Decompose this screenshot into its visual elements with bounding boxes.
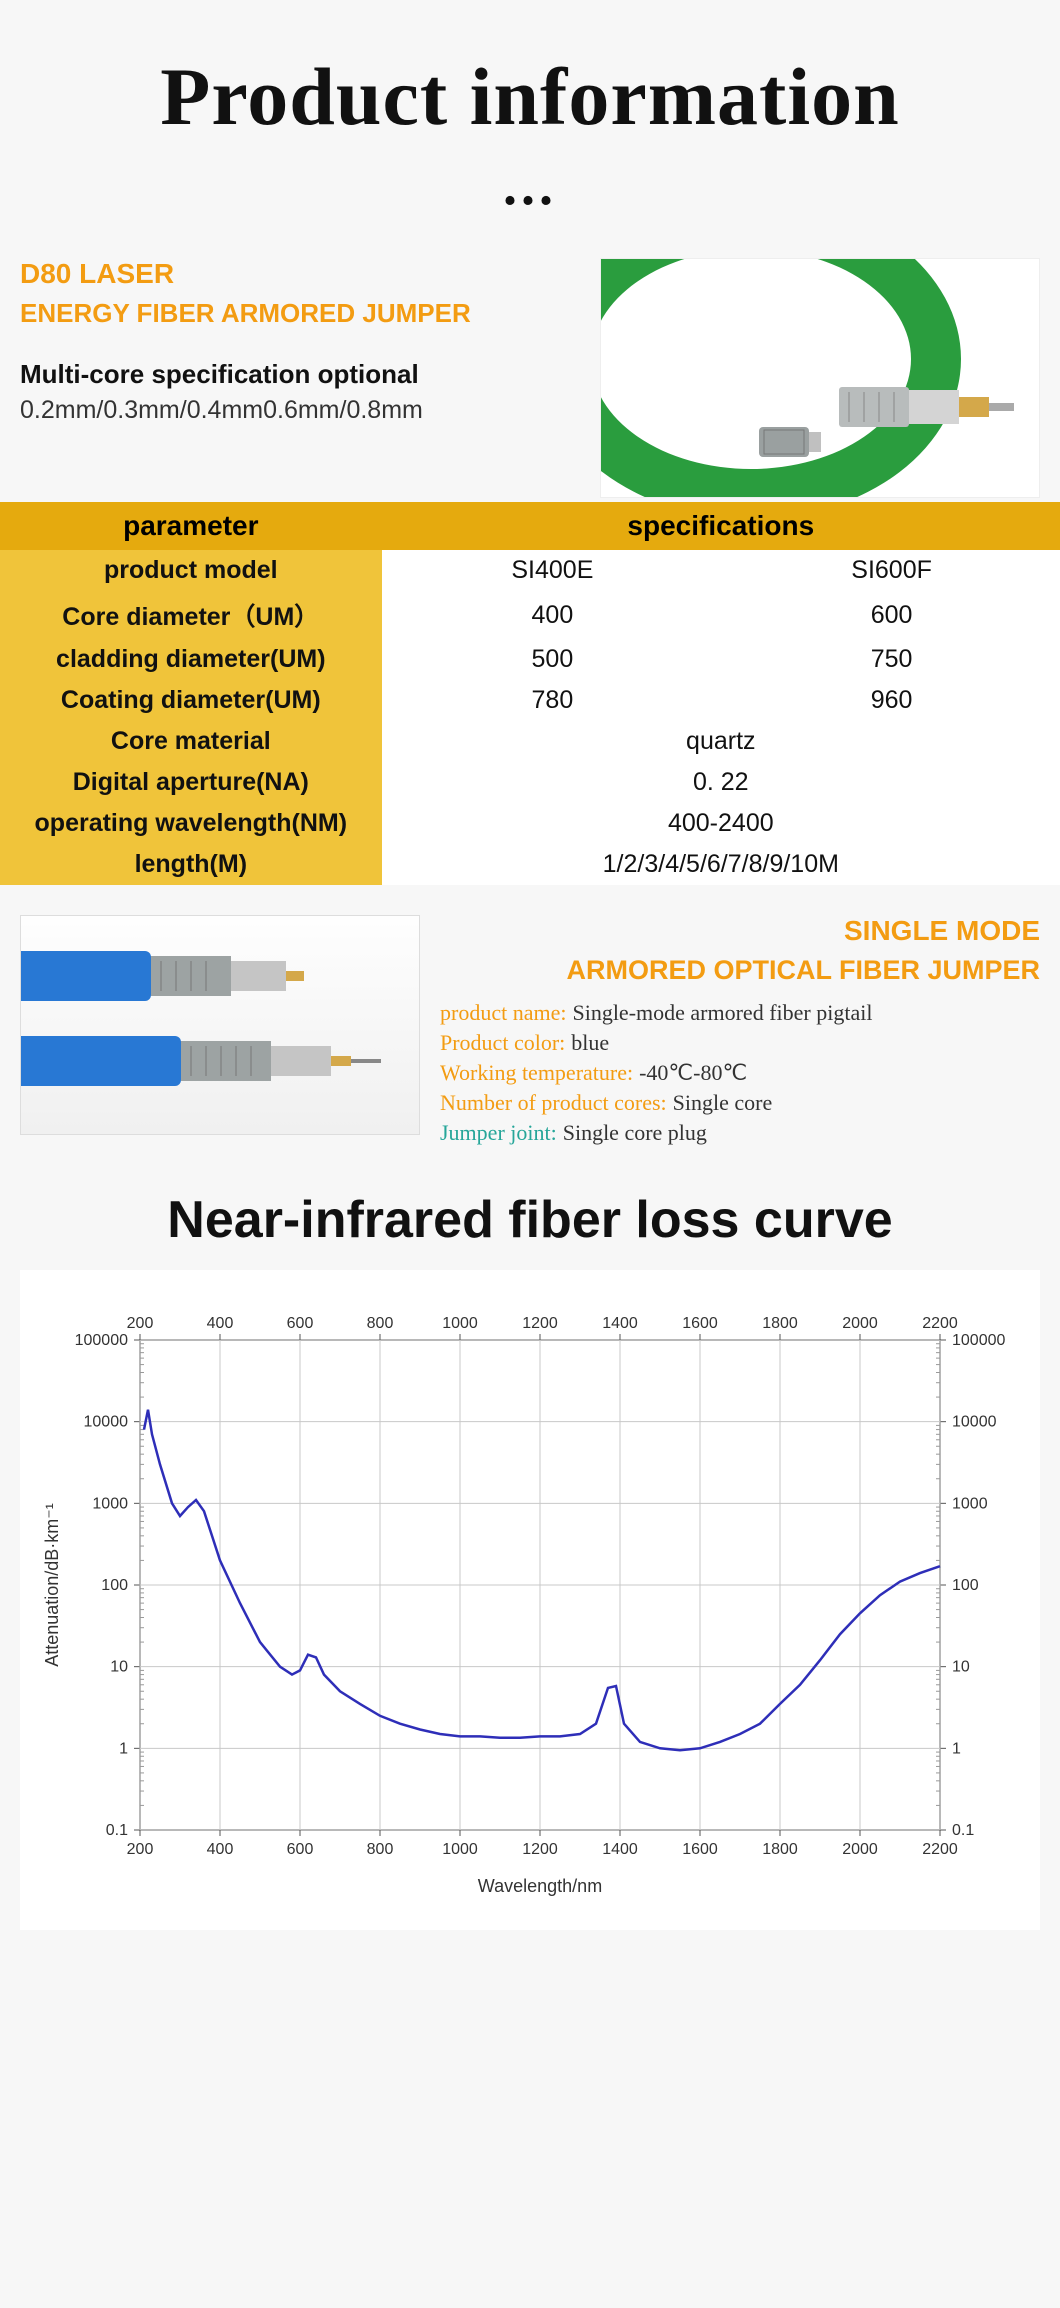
svg-text:800: 800 [367, 1841, 394, 1858]
table-value-cell: SI400E [382, 550, 724, 591]
svg-text:200: 200 [127, 1315, 154, 1332]
loss-curve-chart: 0.1 0.1 1 1 10 10 100 100 1000 1000 10000 10000 1000… [30, 1290, 1030, 1910]
svg-text:10000: 10000 [84, 1414, 129, 1431]
spec-table: parameter specifications product modelSI… [0, 502, 1060, 885]
table-param-cell: length(M) [0, 844, 382, 885]
table-value-cell: 600 [723, 591, 1060, 639]
attribute-key: Jumper joint: [440, 1120, 557, 1145]
svg-text:Wavelength/nm: Wavelength/nm [478, 1876, 602, 1896]
svg-text:2200: 2200 [922, 1315, 958, 1332]
single-mode-product-image [20, 915, 420, 1135]
table-value-cell: 400 [382, 591, 724, 639]
table-param-cell: cladding diameter(UM) [0, 639, 382, 680]
d80-heading-1: D80 LASER [20, 258, 580, 290]
svg-text:800: 800 [367, 1315, 394, 1332]
table-value-cell: 400-2400 [382, 803, 1060, 844]
table-param-cell: Coating diameter(UM) [0, 680, 382, 721]
chart-container: 0.1 0.1 1 1 10 10 100 100 1000 1000 10000 10000 1000… [20, 1270, 1040, 1930]
svg-text:10000: 10000 [952, 1414, 997, 1431]
table-param-cell: operating wavelength(NM) [0, 803, 382, 844]
attribute-key: product name: [440, 1000, 566, 1025]
svg-text:1: 1 [119, 1740, 128, 1757]
svg-text:100: 100 [101, 1577, 128, 1594]
svg-text:2200: 2200 [922, 1841, 958, 1858]
svg-text:1800: 1800 [762, 1315, 798, 1332]
attribute-row: product name:Single-mode armored fiber p… [440, 1000, 1040, 1026]
attribute-row: Working temperature:-40℃-80℃ [440, 1060, 1040, 1086]
svg-text:1400: 1400 [602, 1841, 638, 1858]
attribute-row: Product color:blue [440, 1030, 1040, 1056]
table-value-cell: 750 [723, 639, 1060, 680]
d80-product-image [600, 258, 1040, 498]
d80-heading-2: ENERGY FIBER ARMORED JUMPER [20, 298, 580, 329]
attribute-value: blue [571, 1030, 609, 1055]
svg-text:1: 1 [952, 1740, 961, 1757]
attribute-row: Jumper joint:Single core plug [440, 1120, 1040, 1146]
table-header-param: parameter [0, 502, 382, 550]
svg-text:2000: 2000 [842, 1841, 878, 1858]
attribute-key: Product color: [440, 1030, 565, 1055]
svg-text:1400: 1400 [602, 1315, 638, 1332]
svg-text:1200: 1200 [522, 1841, 558, 1858]
sizes-text: 0.2mm/0.3mm/0.4mm0.6mm/0.8mm [20, 396, 580, 425]
d80-section: D80 LASER ENERGY FIBER ARMORED JUMPER Mu… [0, 248, 1060, 498]
svg-text:Attenuation/dB·km⁻¹: Attenuation/dB·km⁻¹ [42, 1503, 62, 1667]
decorative-dots: ... [0, 154, 1060, 218]
attribute-value: Single core plug [563, 1120, 707, 1145]
svg-text:200: 200 [127, 1841, 154, 1858]
table-value-cell: quartz [382, 721, 1060, 762]
svg-text:0.1: 0.1 [952, 1822, 974, 1839]
single-mode-heading-2: ARMORED OPTICAL FIBER JUMPER [440, 955, 1040, 986]
page-title: Product information [0, 0, 1060, 154]
table-value-cell: 1/2/3/4/5/6/7/8/9/10M [382, 844, 1060, 885]
chart-title: Near-infrared fiber loss curve [0, 1160, 1060, 1270]
svg-text:10: 10 [952, 1659, 970, 1676]
svg-text:0.1: 0.1 [106, 1822, 128, 1839]
attribute-key: Number of product cores: [440, 1090, 667, 1115]
table-value-cell: 0. 22 [382, 762, 1060, 803]
svg-text:400: 400 [207, 1841, 234, 1858]
attribute-row: Number of product cores:Single core [440, 1090, 1040, 1116]
table-param-cell: Core material [0, 721, 382, 762]
svg-text:1600: 1600 [682, 1841, 718, 1858]
attribute-value: Single-mode armored fiber pigtail [572, 1000, 872, 1025]
svg-text:2000: 2000 [842, 1315, 878, 1332]
svg-text:400: 400 [207, 1315, 234, 1332]
svg-text:600: 600 [287, 1315, 314, 1332]
attribute-key: Working temperature: [440, 1060, 633, 1085]
svg-text:1000: 1000 [442, 1315, 478, 1332]
single-mode-section: SINGLE MODE ARMORED OPTICAL FIBER JUMPER… [0, 885, 1060, 1160]
svg-text:100: 100 [952, 1577, 979, 1594]
table-param-cell: Core diameter（UM） [0, 591, 382, 639]
svg-text:1000: 1000 [952, 1495, 988, 1512]
single-mode-heading-1: SINGLE MODE [440, 915, 1040, 947]
attribute-value: -40℃-80℃ [639, 1060, 747, 1085]
multi-core-label: Multi-core specification optional [20, 359, 580, 390]
table-value-cell: 960 [723, 680, 1060, 721]
svg-text:1000: 1000 [92, 1495, 128, 1512]
table-header-spec: specifications [382, 502, 1060, 550]
table-value-cell: 780 [382, 680, 724, 721]
attribute-value: Single core [673, 1090, 773, 1115]
svg-text:1200: 1200 [522, 1315, 558, 1332]
svg-text:100000: 100000 [952, 1332, 1005, 1349]
table-value-cell: SI600F [723, 550, 1060, 591]
table-param-cell: Digital aperture(NA) [0, 762, 382, 803]
svg-text:1800: 1800 [762, 1841, 798, 1858]
svg-text:1000: 1000 [442, 1841, 478, 1858]
svg-text:600: 600 [287, 1841, 314, 1858]
table-value-cell: 500 [382, 639, 724, 680]
svg-text:100000: 100000 [75, 1332, 128, 1349]
svg-text:1600: 1600 [682, 1315, 718, 1332]
table-param-cell: product model [0, 550, 382, 591]
svg-text:10: 10 [110, 1659, 128, 1676]
